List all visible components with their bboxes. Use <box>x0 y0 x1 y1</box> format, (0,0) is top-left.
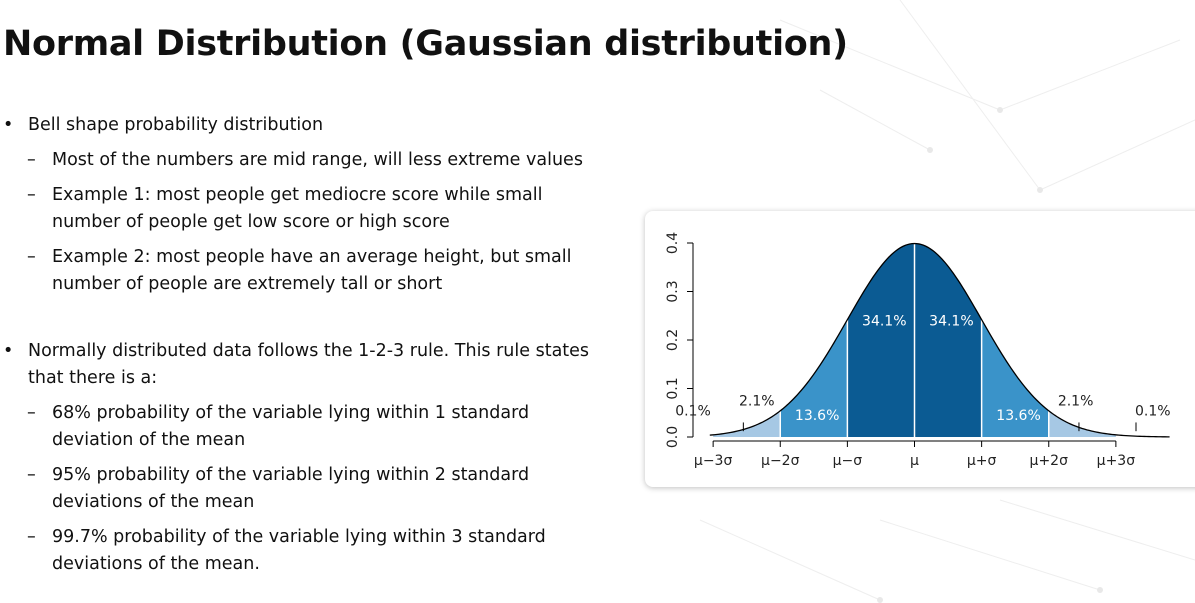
x-tick-label: μ−3σ <box>694 453 733 469</box>
x-tick-label: μ <box>910 453 919 469</box>
x-tick-label: μ−σ <box>833 453 863 469</box>
sub-bullet-continuation: deviations of the mean. <box>0 551 640 578</box>
sub-bullet-text: 95% probability of the variable lying wi… <box>52 465 530 485</box>
bullet-text: Bell shape probability distribution <box>28 115 324 135</box>
sub-bullet-item: – 68% probability of the variable lying … <box>0 400 640 427</box>
sub-bullet-text: Most of the numbers are mid range, will … <box>52 150 583 170</box>
normal-distribution-chart: 0.0 0.1 0.2 0.3 0.4 μ−3σ μ−2σ μ−σ μ μ+σ μ+2σ μ+3σ 34… <box>665 232 1171 469</box>
sub-bullet-text: deviations of the mean <box>52 492 255 512</box>
sub-bullet-text: 68% probability of the variable lying wi… <box>52 403 530 423</box>
sub-bullet-text: Example 1: most people get mediocre scor… <box>52 185 543 205</box>
region-fill-3 <box>914 243 982 437</box>
tail-label: 0.1% <box>675 404 711 420</box>
sub-bullet-item: – 99.7% probability of the variable lyin… <box>0 524 640 551</box>
region-label: 34.1% <box>862 313 906 329</box>
region-fill-0 <box>713 410 781 437</box>
region-label: 13.6% <box>795 408 839 424</box>
sub-bullet-item: – Example 1: most people get mediocre sc… <box>0 182 640 209</box>
sub-bullet-item: – Most of the numbers are mid range, wil… <box>0 147 640 174</box>
region-label: 2.1% <box>739 393 775 409</box>
density-curve <box>709 242 1170 438</box>
y-tick-label: 0.3 <box>665 280 681 302</box>
sub-bullet-text: number of people are extremely tall or s… <box>52 274 443 294</box>
sub-bullet-text: Example 2: most people have an average h… <box>52 247 572 267</box>
sub-bullet-text: number of people get low score or high s… <box>52 212 450 232</box>
sub-bullet-text: deviations of the mean. <box>52 554 260 574</box>
x-tick-label: μ+3σ <box>1097 453 1136 469</box>
sub-bullet-continuation: deviation of the mean <box>0 427 640 454</box>
sub-bullet-text: deviation of the mean <box>52 430 246 450</box>
bullet-marker: • <box>3 341 14 361</box>
sub-bullet-item: – 95% probability of the variable lying … <box>0 462 640 489</box>
slide-title: Normal Distribution (Gaussian distributi… <box>3 24 848 64</box>
bullet-item: • Bell shape probability distribution <box>0 112 640 139</box>
region-label: 2.1% <box>1058 393 1094 409</box>
bullet-text: Normally distributed data follows the 1-… <box>28 341 590 361</box>
dash-marker: – <box>27 465 36 485</box>
dash-marker: – <box>27 150 36 170</box>
region-fill-5 <box>1048 410 1116 437</box>
x-tick-label: μ+2σ <box>1030 453 1069 469</box>
bullet-item: • Normally distributed data follows the … <box>0 338 640 365</box>
region-label: 13.6% <box>996 408 1040 424</box>
chart-card: 0.0 0.1 0.2 0.3 0.4 μ−3σ μ−2σ μ−σ μ μ+σ μ+2σ μ+3σ 34… <box>645 211 1195 487</box>
dash-marker: – <box>27 185 36 205</box>
region-fill-2 <box>847 243 915 437</box>
bullet-text: that there is a: <box>28 368 158 388</box>
bullet-list: • Bell shape probability distribution – … <box>0 112 640 578</box>
dash-marker: – <box>27 403 36 423</box>
x-tick-label: μ−2σ <box>761 453 800 469</box>
sub-bullet-continuation: deviations of the mean <box>0 489 640 516</box>
tail-label: 0.1% <box>1135 404 1171 420</box>
y-tick-label: 0.0 <box>665 426 681 448</box>
bullet-marker: • <box>3 115 14 135</box>
y-tick-label: 0.4 <box>665 232 681 254</box>
bullet-continuation: that there is a: <box>0 365 640 392</box>
sub-bullet-text: 99.7% probability of the variable lying … <box>52 527 546 547</box>
dash-marker: – <box>27 247 36 267</box>
sub-bullet-continuation: number of people are extremely tall or s… <box>0 271 640 298</box>
dash-marker: – <box>27 527 36 547</box>
x-tick-label: μ+σ <box>967 453 997 469</box>
sub-bullet-item: – Example 2: most people have an average… <box>0 244 640 271</box>
y-tick-label: 0.1 <box>665 377 681 399</box>
sub-bullet-continuation: number of people get low score or high s… <box>0 209 640 236</box>
y-tick-label: 0.2 <box>665 329 681 351</box>
region-label: 34.1% <box>929 313 973 329</box>
